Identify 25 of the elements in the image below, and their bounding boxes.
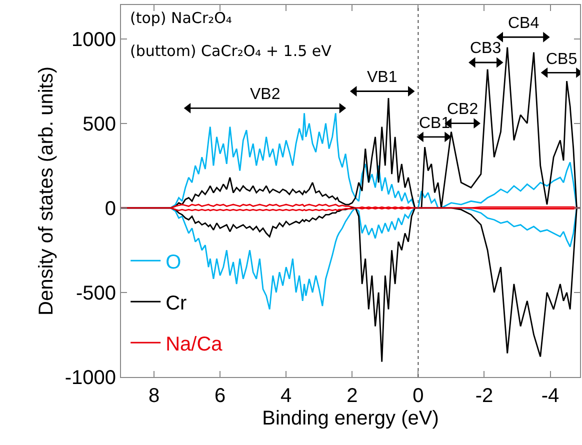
legend-label: Cr [166, 292, 188, 314]
series-label: CB2 [447, 101, 478, 118]
series-label: CB5 [546, 51, 578, 68]
y-tick-label: -1000 [64, 367, 116, 389]
y-tick-label: -500 [76, 282, 116, 304]
y-tick-label: 0 [104, 198, 116, 220]
x-tick-label: -4 [541, 385, 560, 407]
y-tick-label: 500 [82, 113, 116, 136]
x-tick-label: 0 [412, 385, 424, 407]
x-tick-label: 8 [148, 385, 160, 407]
x-tick-label: 4 [280, 385, 292, 407]
y-tick-label: 1000 [72, 28, 116, 51]
series-label: VB1 [367, 69, 398, 86]
x-tick-label: -2 [475, 385, 494, 407]
y-axis-title: Density of states (arb. units) [35, 66, 58, 316]
x-tick-label: 2 [346, 385, 358, 407]
series-label: CB3 [470, 40, 502, 57]
series-label: VB2 [250, 86, 280, 103]
legend-label: Na/Ca [166, 333, 224, 356]
x-axis-title: Binding energy (eV) [262, 408, 439, 430]
annotation: (top) NaCr₂O₄ [130, 9, 232, 27]
legend-label: O [166, 251, 182, 274]
series-label: CB4 [508, 15, 540, 32]
x-tick-label: 6 [214, 385, 226, 407]
annotation: (buttom) CaCr₂O₄ + 1.5 eV [130, 42, 332, 60]
